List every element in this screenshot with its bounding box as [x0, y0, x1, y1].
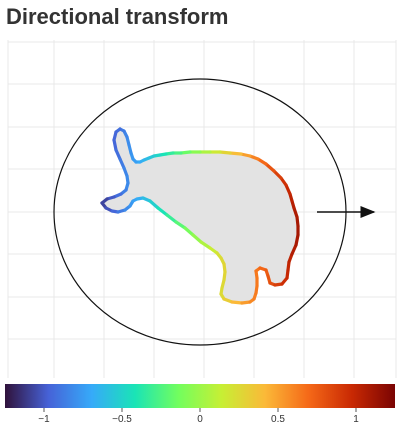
colorbar-gradient — [5, 384, 395, 408]
colorbar-tick-label: 0.5 — [271, 414, 285, 425]
page-title: Directional transform — [6, 4, 229, 29]
outline-segment — [294, 233, 300, 247]
colorbar-tick-label: −0.5 — [112, 414, 132, 425]
outline-segment — [191, 233, 203, 244]
colorbar-tick-label: 1 — [353, 414, 359, 425]
outline-segment — [183, 226, 195, 237]
colorbar-tick-label: −1 — [38, 414, 50, 425]
outline-segment — [228, 151, 243, 156]
outline-segment — [118, 157, 126, 170]
outline-segment — [148, 199, 160, 210]
outline-segment — [230, 300, 244, 305]
outline-segment — [165, 213, 178, 224]
outline-segment — [100, 197, 109, 205]
colorbar-tick-label: 0 — [197, 414, 203, 425]
outline-segment — [290, 243, 298, 256]
outline-segment — [112, 138, 118, 152]
outline-segment — [199, 240, 212, 250]
outline-segment — [272, 169, 283, 180]
outline-segment — [114, 148, 122, 161]
shape-outline — [100, 127, 300, 305]
outline-segment — [284, 183, 292, 196]
colorbar-ticks: −1 −0.5 0 0.5 1 — [38, 408, 359, 425]
outline-segment — [264, 162, 276, 173]
shape-silhouette — [102, 129, 298, 303]
outline-segment — [156, 206, 169, 217]
outline-segment — [174, 220, 187, 230]
colorbar: −1 −0.5 0 0.5 1 — [5, 384, 395, 425]
outline-segment — [218, 150, 232, 155]
